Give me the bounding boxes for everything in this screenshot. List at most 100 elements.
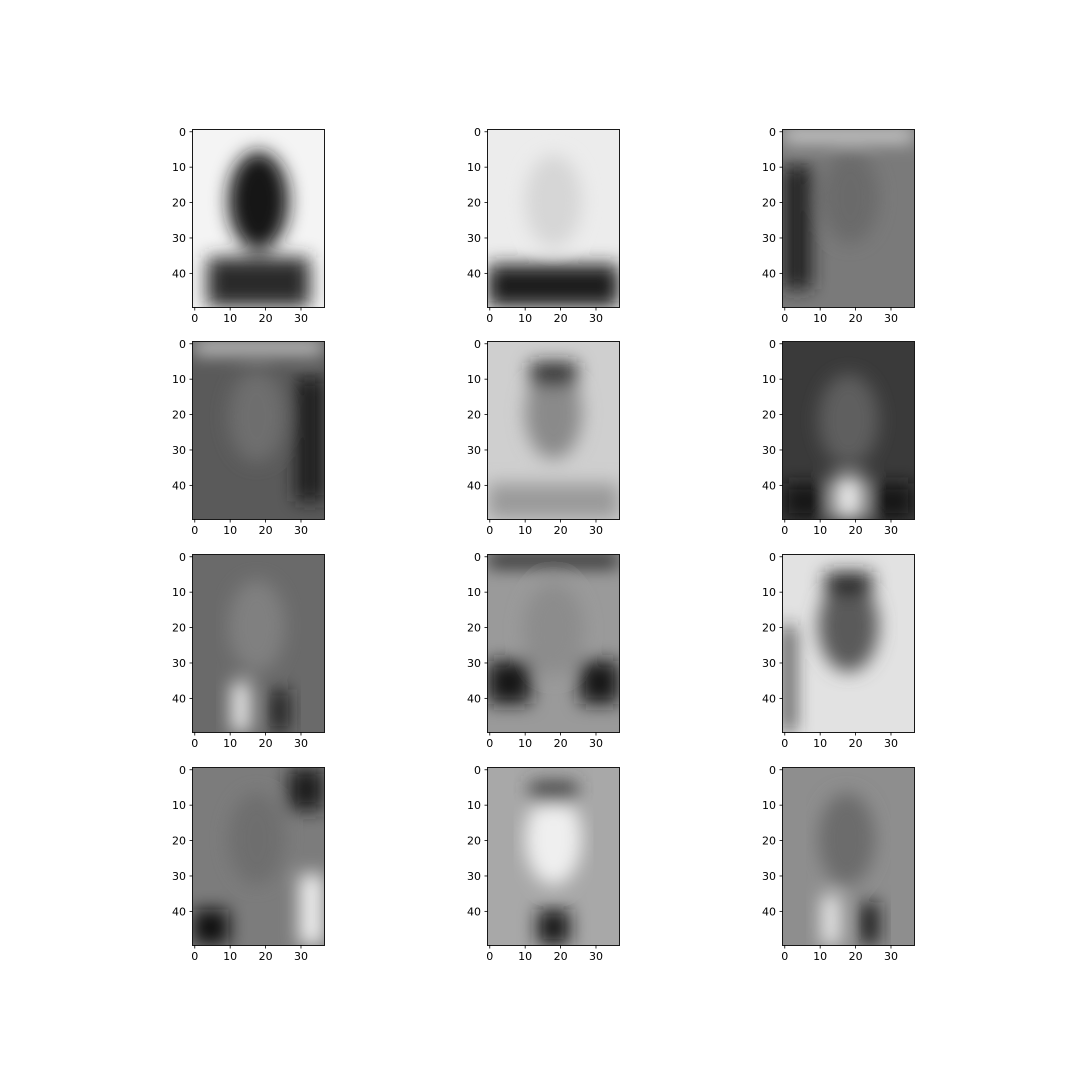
y-tick-label: 0: [179, 126, 186, 139]
x-tick-label: 20: [554, 312, 568, 325]
y-tick-label: 40: [762, 692, 776, 705]
face-region: [821, 151, 879, 244]
shoulder-region: [288, 768, 324, 811]
y-tick-label: 30: [172, 444, 186, 457]
subplot-3: 0 10 20 30 0 10 20 30 40: [762, 126, 915, 325]
x-tick-label: 0: [191, 312, 198, 325]
x-tick-label: 30: [294, 312, 308, 325]
y-tick-label: 20: [172, 622, 186, 635]
subplot-11: 0 10 20 30 0 10 20 30 40: [467, 764, 620, 963]
x-tick-label: 10: [223, 312, 237, 325]
face-region: [818, 579, 879, 672]
axes-frame: [192, 767, 325, 946]
y-tick-label: 0: [179, 764, 186, 777]
y-tick-label: 0: [769, 126, 776, 139]
eigenface-image: [193, 342, 324, 519]
axes-frame: [192, 129, 325, 308]
y-tick-label: 20: [172, 835, 186, 848]
subplot-9: 0 10 20 30 0 10 20 30 40: [762, 551, 915, 750]
x-tick-label: 30: [589, 737, 603, 750]
x-tick-label: 10: [813, 524, 827, 537]
y-tick-label: 0: [769, 764, 776, 777]
face-region: [228, 579, 286, 672]
y-tick-label: 40: [762, 267, 776, 280]
x-tick-label: 0: [781, 950, 788, 963]
y-tick-label: 20: [762, 409, 776, 422]
eigenface-image: [193, 768, 324, 945]
subplot-1: 0 10 20 30 0 10 20 30 40: [172, 126, 325, 325]
face-region: [228, 151, 289, 251]
y-tick-label: 30: [467, 232, 481, 245]
axes-frame: [192, 341, 325, 520]
y-tick-label: 0: [179, 551, 186, 564]
subplot-10: 0 10 20 30 0 10 20 30 40: [172, 764, 325, 963]
axes-frame: [192, 554, 325, 733]
x-tick-label: 30: [589, 312, 603, 325]
x-tick-label: 10: [518, 524, 532, 537]
eigenface-image: [783, 130, 914, 307]
y-tick-label: 40: [467, 692, 481, 705]
shoulder-region: [783, 165, 812, 290]
face-region: [525, 792, 582, 885]
eigenface-image: [488, 130, 619, 307]
y-tick-label: 0: [769, 338, 776, 351]
x-tick-label: 20: [259, 950, 273, 963]
y-tick-label: 40: [467, 905, 481, 918]
shoulder-region: [299, 874, 324, 945]
y-tick-label: 10: [762, 586, 776, 599]
eigenface-image: [488, 555, 619, 732]
axes-frame: [487, 341, 620, 520]
shoulder-region: [832, 476, 865, 519]
shoulder-region: [783, 483, 826, 519]
x-tick-label: 0: [191, 737, 198, 750]
y-tick-label: 40: [172, 692, 186, 705]
y-tick-label: 10: [762, 799, 776, 812]
shoulder-region: [821, 895, 840, 945]
axes-frame: [487, 554, 620, 733]
y-tick-label: 0: [474, 126, 481, 139]
x-tick-label: 20: [259, 737, 273, 750]
y-tick-label: 20: [467, 197, 481, 210]
y-tick-label: 10: [762, 373, 776, 386]
y-tick-label: 40: [467, 479, 481, 492]
shoulder-region: [860, 902, 879, 945]
x-tick-label: 0: [486, 524, 493, 537]
subplot-7: 0 10 20 30 0 10 20 30 40: [172, 551, 325, 750]
x-tick-label: 20: [259, 312, 273, 325]
y-tick-label: 40: [467, 267, 481, 280]
y-tick-label: 10: [467, 373, 481, 386]
x-tick-label: 30: [884, 950, 898, 963]
x-tick-label: 0: [486, 312, 493, 325]
y-tick-label: 0: [769, 551, 776, 564]
subplot-5: 0 10 20 30 0 10 20 30 40: [467, 338, 620, 537]
y-tick-label: 30: [762, 657, 776, 670]
x-tick-label: 0: [486, 737, 493, 750]
face-region: [818, 792, 876, 885]
subplot-2: 0 10 20 30 0 10 20 30 40: [467, 126, 620, 325]
shoulder-region: [537, 909, 570, 945]
y-tick-label: 10: [467, 161, 481, 174]
face-region: [525, 366, 582, 459]
band-region: [530, 363, 577, 385]
y-tick-label: 30: [762, 232, 776, 245]
band-region: [488, 555, 619, 566]
x-tick-label: 20: [554, 950, 568, 963]
y-tick-label: 40: [172, 905, 186, 918]
axes-frame: [487, 129, 620, 308]
face-region: [228, 370, 286, 463]
x-tick-label: 10: [813, 950, 827, 963]
y-tick-label: 20: [172, 197, 186, 210]
x-tick-label: 0: [781, 312, 788, 325]
y-tick-label: 10: [172, 373, 186, 386]
shoulder-region: [488, 483, 619, 519]
x-tick-label: 20: [554, 737, 568, 750]
axes-frame: [487, 767, 620, 946]
shoulder-region: [193, 909, 229, 945]
axes-frame: [782, 341, 915, 520]
face-region: [228, 792, 286, 885]
y-tick-label: 0: [179, 338, 186, 351]
band-region: [530, 782, 577, 804]
x-tick-label: 10: [518, 737, 532, 750]
axes-frame: [782, 767, 915, 946]
